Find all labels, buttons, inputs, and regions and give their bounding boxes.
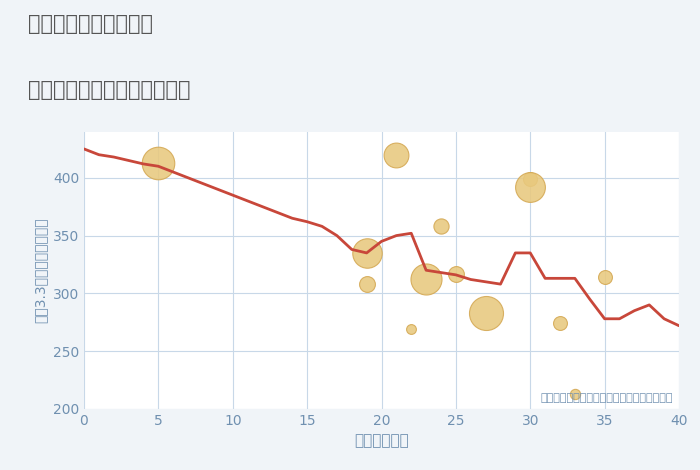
Point [525, 175, 536, 183]
Point [153, 159, 164, 166]
Point [480, 309, 491, 317]
Point [391, 151, 402, 158]
Point [569, 390, 580, 398]
Point [435, 223, 447, 230]
Text: 築年数別中古マンション価格: 築年数別中古マンション価格 [28, 80, 190, 100]
Point [450, 270, 461, 277]
Text: 東京都新宿区南山伏町: 東京都新宿区南山伏町 [28, 14, 153, 34]
Y-axis label: 坪（3.3㎡）単価（万円）: 坪（3.3㎡）単価（万円） [34, 218, 48, 323]
Point [554, 320, 566, 327]
Point [361, 280, 372, 288]
Point [525, 183, 536, 191]
Point [421, 276, 432, 283]
Point [406, 325, 417, 333]
Point [361, 249, 372, 257]
Text: 円の大きさは、取引のあった物件面積を示す: 円の大きさは、取引のあった物件面積を示す [540, 393, 673, 403]
X-axis label: 築年数（年）: 築年数（年） [354, 433, 409, 448]
Point [599, 274, 610, 281]
